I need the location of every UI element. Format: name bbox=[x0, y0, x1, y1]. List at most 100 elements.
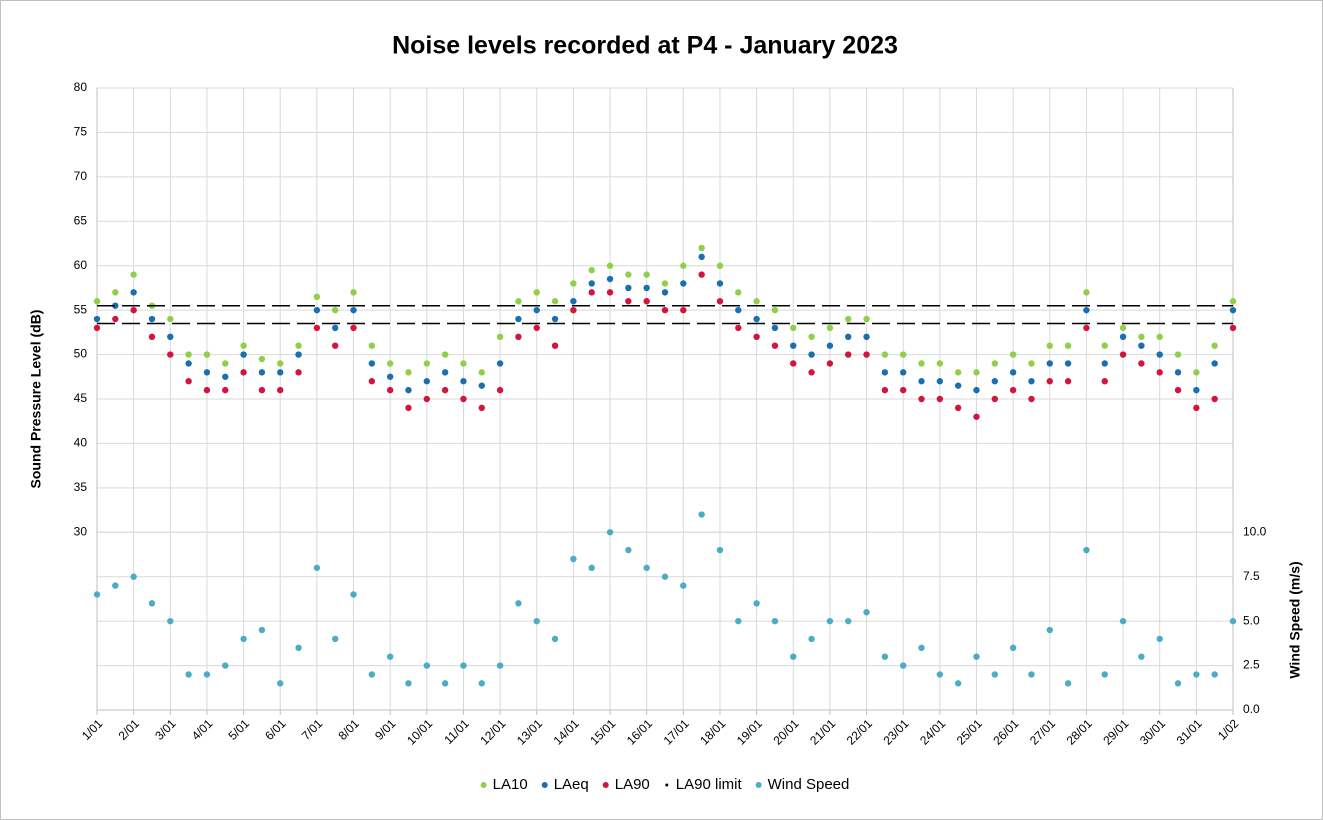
legend-marker bbox=[480, 782, 487, 788]
data-point bbox=[771, 617, 779, 625]
data-point bbox=[112, 582, 119, 589]
data-point bbox=[222, 360, 229, 367]
data-point bbox=[606, 275, 614, 283]
data-point bbox=[185, 378, 192, 385]
data-point bbox=[991, 378, 999, 385]
data-point bbox=[1193, 671, 1200, 678]
data-point bbox=[1229, 306, 1237, 314]
data-point bbox=[368, 378, 376, 385]
data-point bbox=[918, 378, 925, 385]
y2-tick-label: 2.5 bbox=[1243, 658, 1260, 672]
data-point bbox=[551, 342, 559, 349]
data-point bbox=[386, 373, 394, 380]
data-point bbox=[515, 600, 522, 607]
data-point bbox=[845, 315, 852, 323]
data-point bbox=[1083, 289, 1090, 296]
data-point bbox=[386, 360, 394, 367]
data-point bbox=[313, 306, 321, 314]
data-point bbox=[1009, 351, 1017, 358]
data-point bbox=[240, 369, 247, 376]
data-point bbox=[1119, 351, 1127, 358]
data-point bbox=[845, 351, 852, 358]
data-point bbox=[899, 386, 907, 394]
data-point bbox=[1028, 378, 1035, 385]
data-point bbox=[661, 573, 669, 580]
data-point bbox=[808, 369, 815, 376]
data-point bbox=[881, 351, 889, 358]
data-point bbox=[368, 360, 376, 367]
data-point bbox=[643, 298, 650, 305]
data-point bbox=[441, 369, 449, 376]
data-point bbox=[954, 680, 962, 687]
series bbox=[97, 304, 1233, 325]
data-point bbox=[185, 351, 192, 358]
y-tick-label: 35 bbox=[74, 480, 88, 494]
data-point bbox=[258, 369, 266, 376]
data-point bbox=[405, 369, 412, 376]
data-point bbox=[331, 635, 339, 643]
data-point bbox=[1046, 360, 1053, 367]
data-point bbox=[936, 395, 944, 403]
data-point bbox=[863, 609, 870, 616]
data-point bbox=[130, 271, 137, 278]
data-point bbox=[625, 298, 632, 305]
y-tick-label: 40 bbox=[74, 436, 88, 450]
data-point bbox=[1009, 644, 1017, 651]
data-point bbox=[368, 671, 376, 678]
data-point bbox=[1101, 342, 1108, 349]
data-point bbox=[93, 315, 101, 323]
data-point bbox=[1119, 333, 1127, 340]
data-point bbox=[222, 662, 229, 669]
data-point bbox=[973, 413, 980, 420]
data-point bbox=[954, 404, 962, 412]
data-point bbox=[1064, 378, 1072, 385]
data-point bbox=[331, 324, 339, 332]
y-tick-label: 80 bbox=[74, 80, 88, 94]
data-point bbox=[405, 680, 412, 687]
legend-label: LA90 limit bbox=[676, 776, 743, 793]
data-point bbox=[1193, 386, 1200, 394]
y2-axis-title: Wind Speed (m/s) bbox=[1287, 561, 1303, 678]
legend-item: LAeq bbox=[541, 776, 589, 793]
data-point bbox=[460, 395, 467, 403]
data-point bbox=[240, 635, 247, 643]
data-point bbox=[551, 298, 559, 305]
data-point bbox=[936, 360, 944, 367]
data-point bbox=[515, 315, 522, 323]
data-point bbox=[570, 306, 577, 314]
data-point bbox=[1009, 386, 1017, 394]
data-point bbox=[130, 573, 137, 580]
data-point bbox=[350, 591, 357, 598]
data-point bbox=[1138, 333, 1145, 340]
data-point bbox=[1064, 680, 1072, 687]
legend-label: LA10 bbox=[493, 776, 528, 793]
y-tick-label: 65 bbox=[74, 213, 88, 227]
data-point bbox=[496, 333, 504, 340]
data-point bbox=[936, 378, 944, 385]
data-point bbox=[881, 653, 889, 660]
data-point bbox=[845, 617, 852, 625]
data-point bbox=[991, 671, 999, 678]
data-point bbox=[771, 306, 779, 314]
data-point bbox=[423, 360, 431, 367]
data-point bbox=[1211, 671, 1218, 678]
data-point bbox=[93, 324, 101, 332]
data-point bbox=[1211, 342, 1218, 349]
data-point bbox=[258, 355, 266, 363]
data-point bbox=[570, 280, 577, 287]
data-point bbox=[112, 315, 119, 323]
data-point bbox=[240, 351, 247, 358]
data-point bbox=[698, 253, 705, 261]
data-point bbox=[185, 360, 192, 367]
data-point bbox=[441, 386, 449, 394]
data-point bbox=[661, 280, 669, 287]
data-point bbox=[295, 369, 302, 376]
data-point bbox=[386, 386, 394, 394]
data-point bbox=[826, 324, 834, 332]
data-point bbox=[698, 271, 705, 278]
data-point bbox=[625, 284, 632, 292]
data-point bbox=[735, 617, 742, 625]
data-point bbox=[954, 369, 962, 376]
data-point bbox=[148, 333, 156, 340]
data-point bbox=[1101, 378, 1108, 385]
